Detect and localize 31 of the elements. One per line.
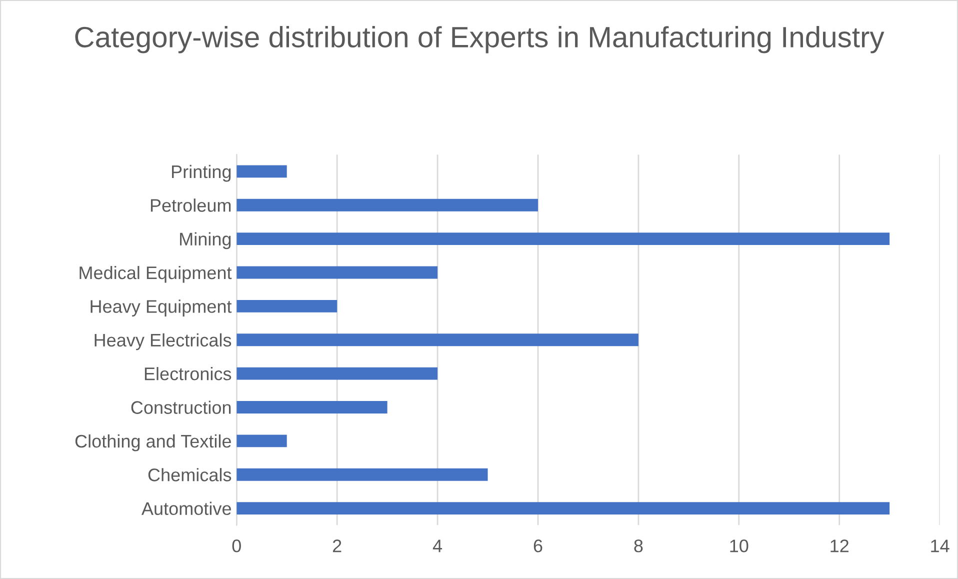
bar xyxy=(236,266,438,279)
y-tick-label: Medical Equipment xyxy=(80,266,232,283)
bar xyxy=(236,401,388,414)
x-tick-label: 4 xyxy=(432,540,442,552)
bar xyxy=(236,198,538,212)
bar xyxy=(236,165,287,178)
y-tick-label: Printing xyxy=(172,164,231,182)
y-tick-label: Construction xyxy=(131,400,231,414)
x-tick-label: 12 xyxy=(830,540,848,552)
x-tick-label: 6 xyxy=(534,540,542,552)
y-tick-label: Heavy Electricals xyxy=(94,333,232,350)
chart-title: Category-wise distribution of Experts in Manufacturing Industry xyxy=(75,26,884,54)
bar xyxy=(236,367,438,380)
bar xyxy=(236,434,287,448)
x-tick-label: 8 xyxy=(634,540,643,552)
x-tick-label: 14 xyxy=(931,540,950,552)
x-tick-label: 0 xyxy=(232,540,241,552)
y-tick-label: Petroleum xyxy=(150,198,231,212)
y-tick-label: Heavy Equipment xyxy=(90,300,232,316)
x-tick-label: 2 xyxy=(332,540,342,552)
y-tick-label: Electronics xyxy=(144,367,232,380)
bar xyxy=(236,468,488,481)
bar xyxy=(236,502,890,515)
y-tick-label: Chemicals xyxy=(148,468,232,482)
bar xyxy=(236,232,890,246)
y-tick-label: Mining xyxy=(180,232,231,250)
y-tick-label: Clothing and Textile xyxy=(75,434,231,452)
y-tick-label: Automotive xyxy=(141,502,231,516)
bar xyxy=(236,300,338,312)
x-tick-label: 10 xyxy=(730,540,748,552)
bar xyxy=(236,334,638,346)
